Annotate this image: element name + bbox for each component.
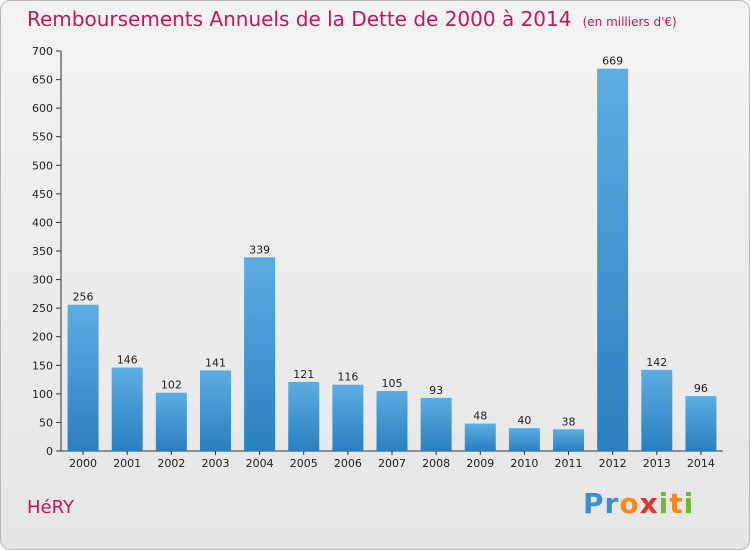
x-tick-label: 2008 <box>422 457 450 470</box>
x-tick-label: 2003 <box>201 457 229 470</box>
y-tick-label: 450 <box>32 188 53 201</box>
bar-2001 <box>111 367 143 451</box>
x-tick-label: 2006 <box>334 457 362 470</box>
y-tick-label: 550 <box>32 131 53 144</box>
x-axis: 2000 2001 2002 2003 2004 2005 2006 2007 2008 2009… <box>61 450 723 470</box>
y-tick-label: 100 <box>32 388 53 401</box>
bars-group: 256 146 102 141 339 121 116 105 93 48 40 38 669 142 96 <box>67 55 717 451</box>
x-tick-label: 2014 <box>687 457 715 470</box>
commune-name: HéRY <box>27 497 74 518</box>
bar-value-label: 669 <box>602 55 623 68</box>
bar-value-label: 48 <box>473 410 487 423</box>
bar-value-label: 141 <box>205 356 226 369</box>
x-tick-label: 2000 <box>69 457 97 470</box>
y-tick-label: 150 <box>32 359 53 372</box>
bar-value-label: 105 <box>382 377 403 390</box>
bar-2004 <box>244 257 276 451</box>
x-tick-label: 2001 <box>113 457 141 470</box>
bar-2013 <box>641 369 673 451</box>
y-tick-label: 200 <box>32 331 53 344</box>
y-tick-label: 700 <box>32 45 53 58</box>
bar-value-label: 96 <box>694 382 708 395</box>
x-tick-label: 2004 <box>246 457 274 470</box>
x-tick-label: 2013 <box>643 457 671 470</box>
bar-value-label: 339 <box>249 243 270 256</box>
bar-value-label: 116 <box>337 371 358 384</box>
bar-value-label: 38 <box>562 415 576 428</box>
y-tick-label: 350 <box>32 245 53 258</box>
bar-value-label: 121 <box>293 368 314 381</box>
y-tick-label: 0 <box>46 445 53 458</box>
bar-2005 <box>288 381 320 451</box>
bar-2003 <box>199 370 231 451</box>
bar-2006 <box>332 384 364 451</box>
bar-2012 <box>597 68 629 451</box>
bar-value-label: 142 <box>646 356 667 369</box>
bar-value-label: 40 <box>517 414 531 427</box>
x-tick-label: 2010 <box>510 457 538 470</box>
x-tick-label: 2007 <box>378 457 406 470</box>
title-text: Remboursements Annuels de la Dette de 20… <box>27 7 572 31</box>
bar-2010 <box>508 428 540 451</box>
logo-letter: i <box>658 487 670 520</box>
y-axis: 0 50 100 150 200 250 300 350 400 450 500 550 600 650 7… <box>32 45 62 458</box>
chart-title: Remboursements Annuels de la Dette de 20… <box>27 7 677 31</box>
bar-2007 <box>376 391 408 451</box>
bar-value-label: 146 <box>117 354 138 367</box>
logo-letter: o <box>619 487 640 520</box>
logo-letter: x <box>639 487 659 520</box>
x-tick-label: 2005 <box>290 457 318 470</box>
bar-2002 <box>155 392 187 451</box>
y-tick-label: 50 <box>39 416 53 429</box>
y-tick-label: 250 <box>32 302 53 315</box>
bar-value-label: 102 <box>161 379 182 392</box>
y-tick-label: 400 <box>32 216 53 229</box>
bar-2000 <box>67 304 99 451</box>
y-tick-label: 600 <box>32 102 53 115</box>
logo-letter: P <box>583 487 605 520</box>
y-tick-label: 650 <box>32 74 53 87</box>
logo-letter: t <box>669 487 684 520</box>
x-tick-label: 2002 <box>157 457 185 470</box>
logo-letter: i <box>683 487 695 520</box>
bar-2008 <box>420 397 452 451</box>
bar-2011 <box>553 429 585 451</box>
logo-letter: r <box>604 487 620 520</box>
proxiti-logo: Proxiti <box>583 487 694 520</box>
bar-2014 <box>685 396 717 451</box>
bar-value-label: 93 <box>429 384 443 397</box>
bar-value-label: 256 <box>73 291 94 304</box>
x-tick-label: 2009 <box>466 457 494 470</box>
title-unit: (en milliers d'€) <box>582 15 677 29</box>
y-tick-label: 300 <box>32 274 53 287</box>
y-tick-label: 500 <box>32 159 53 172</box>
x-tick-label: 2011 <box>555 457 583 470</box>
bar-2009 <box>464 423 496 451</box>
x-tick-label: 2012 <box>599 457 627 470</box>
